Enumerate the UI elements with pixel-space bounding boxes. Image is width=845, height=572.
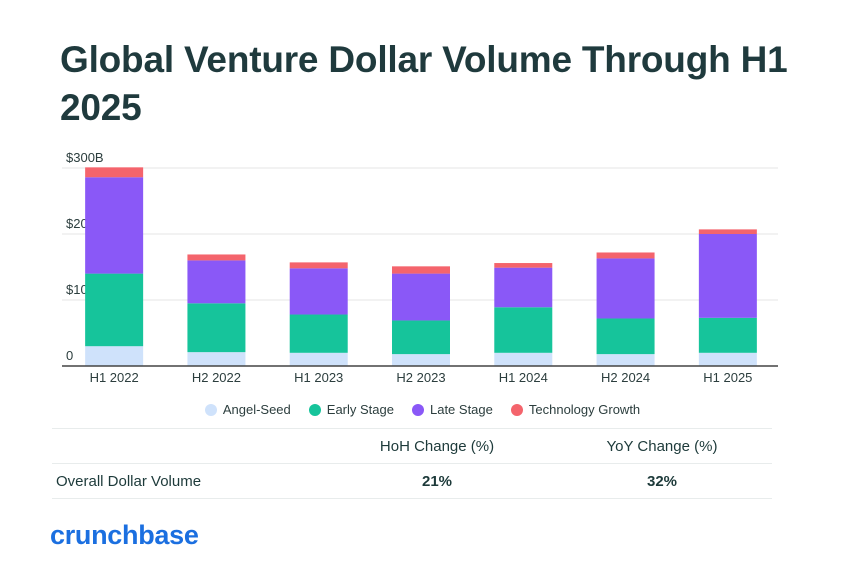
- chart-title: Global Venture Dollar Volume Through H1 …: [60, 39, 788, 128]
- table-row: Overall Dollar Volume 21% 32%: [52, 463, 772, 499]
- legend-swatch-angel-seed: [204, 403, 217, 416]
- bar-segment: [85, 167, 144, 178]
- x-tick-label: H1 2025: [703, 370, 752, 385]
- bar-segment: [596, 258, 655, 319]
- bar-segment: [596, 318, 655, 355]
- legend-item-late-stage: Late Stage: [411, 402, 493, 417]
- bar-segment: [392, 266, 450, 274]
- row-label: Overall Dollar Volume: [56, 473, 202, 490]
- bar-segment: [392, 273, 450, 321]
- x-tick-label: H2 2023: [396, 370, 445, 385]
- y-tick-label: 0: [66, 348, 73, 363]
- bar-segment: [596, 252, 655, 259]
- x-tick-label: H2 2022: [192, 370, 241, 385]
- legend-item-technology-growth: Technology Growth: [510, 402, 641, 417]
- legend-swatch-early-stage: [308, 403, 321, 416]
- change-table: HoH Change (%) YoY Change (%) Overall Do…: [52, 428, 772, 499]
- bar-segment: [289, 352, 348, 366]
- x-tick-label: H1 2024: [499, 370, 548, 385]
- bar-segment: [698, 229, 757, 234]
- legend-swatch-technology-growth: [510, 403, 523, 416]
- legend-label-early-stage: Early Stage: [326, 402, 394, 417]
- bar-segment: [187, 352, 246, 366]
- legend-label-angel-seed: Angel-Seed: [222, 402, 291, 417]
- chart-legend: Angel-Seed Early Stage Late Stage Techno…: [0, 402, 845, 417]
- bar-segment: [698, 234, 757, 318]
- bar-segment: [289, 262, 348, 269]
- bar-segment: [392, 320, 450, 355]
- bar-segment: [596, 354, 655, 366]
- bar-segment: [698, 352, 757, 366]
- hoh-value: 21%: [421, 473, 453, 490]
- bar-segment: [187, 303, 246, 353]
- legend-item-angel-seed: Angel-Seed: [204, 402, 291, 417]
- header-hoh-change: HoH Change (%): [379, 438, 495, 455]
- x-tick-label: H2 2024: [601, 370, 650, 385]
- bar-segment: [85, 273, 144, 347]
- legend-label-technology-growth: Technology Growth: [528, 402, 641, 417]
- table-header-row: HoH Change (%) YoY Change (%): [52, 428, 772, 463]
- bar-segment: [187, 254, 246, 261]
- bar-segment: [494, 352, 553, 366]
- bar-segment: [85, 346, 144, 366]
- x-tick-label: H1 2022: [90, 370, 139, 385]
- bar-segment: [494, 307, 553, 353]
- bar-segment: [494, 267, 553, 308]
- legend-label-late-stage: Late Stage: [429, 402, 493, 417]
- y-tick-label: $300B: [66, 150, 104, 165]
- bar-segment: [85, 177, 144, 274]
- bar-segment: [289, 314, 348, 353]
- bar-segment: [392, 354, 450, 366]
- crunchbase-logo: crunchbase: [50, 520, 199, 550]
- header-yoy-change: YoY Change (%): [606, 438, 718, 455]
- legend-item-early-stage: Early Stage: [308, 402, 394, 417]
- yoy-value: 32%: [646, 473, 678, 490]
- x-tick-label: H1 2023: [294, 370, 343, 385]
- bar-segment: [698, 317, 757, 353]
- bar-segment: [187, 260, 246, 304]
- bar-segment: [289, 268, 348, 315]
- legend-swatch-late-stage: [411, 403, 424, 416]
- bar-segment: [494, 263, 553, 268]
